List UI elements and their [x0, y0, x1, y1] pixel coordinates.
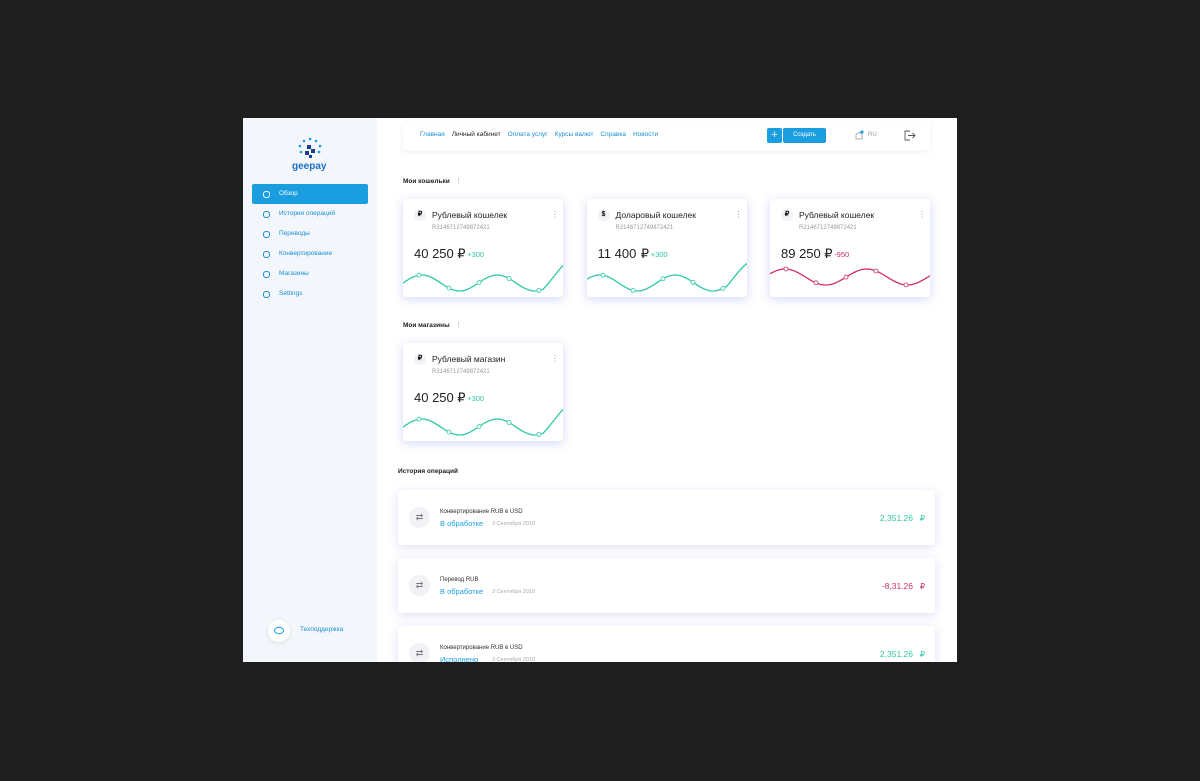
nav-item[interactable]: Магазины — [279, 270, 309, 277]
nav-icon — [263, 231, 270, 238]
bell[interactable] — [853, 129, 865, 143]
card[interactable]: ₽ Рублевый магазин ⋮ R2146712749872421 40 25… — [403, 343, 563, 441]
nav-item[interactable]: Конвертирование — [279, 250, 333, 257]
op-date: 3 Сентября 2019 — [492, 589, 536, 595]
op-date: 3 Сентября 2019 — [492, 657, 536, 662]
card[interactable]: $ Доларовый кошелек ⋮ R2146712749872421 11 4… — [586, 199, 747, 297]
currency-icon: ₽ — [781, 209, 793, 221]
plus-button[interactable]: + — [767, 128, 782, 143]
support[interactable]: Техподдержка — [300, 626, 344, 633]
op-currency: ₽ — [919, 650, 925, 659]
balance-currency: ₽ — [640, 246, 649, 261]
nav-icon — [263, 251, 270, 258]
sparkline — [586, 262, 747, 293]
currency-icon: ₽ — [414, 353, 426, 365]
lang[interactable]: RU — [868, 132, 877, 138]
nav-icon — [263, 291, 270, 298]
account: R2146712749872421 — [799, 225, 857, 231]
top-nav-item[interactable]: Оплата услуг — [507, 131, 548, 138]
account: R2146712749872421 — [432, 369, 490, 375]
history-item[interactable]: ⇄ Перевод RUB В обработке 3 Сентября 2019 ₽ -… — [398, 558, 935, 613]
logo-icon — [298, 137, 322, 158]
nav-item[interactable]: Обзор — [279, 190, 298, 197]
section-title: Мои магазины — [403, 322, 450, 329]
card-name: Рублевый магазин — [432, 354, 506, 364]
account: R2146712749872421 — [432, 225, 490, 231]
nav-icon — [263, 271, 270, 278]
account: R2146712749872421 — [615, 225, 674, 231]
nav-icon — [263, 211, 270, 218]
sidebar: geepay Техподдержка Обзор История операци… — [243, 118, 377, 662]
currency-icon: ₽ — [414, 209, 426, 221]
op-title: Конвертирование RUB в USD — [440, 645, 523, 651]
section-title: Мои кошельки — [403, 178, 450, 185]
nav-item[interactable]: История операций — [279, 210, 335, 217]
history-item[interactable]: ⇄ Конвертирование RUB в USD Исполнено 3 Сен… — [398, 626, 935, 662]
sparkline — [403, 408, 563, 437]
top-nav-item[interactable]: Курсы валют — [554, 131, 594, 138]
section-title: История операций — [398, 468, 459, 475]
card[interactable]: ₽ Рублевый кошелек ⋮ R2146712749872421 40 25… — [403, 199, 563, 297]
balance-currency: ₽ — [824, 246, 833, 261]
card-name: Доларовый кошелек — [615, 210, 696, 220]
card-menu: ⋮ — [551, 354, 559, 363]
nav-item[interactable]: Settings — [279, 290, 303, 297]
balance: 40 250 — [414, 246, 454, 261]
card[interactable]: ₽ Рублевый кошелек ⋮ R2146712749872421 89 25… — [770, 199, 930, 297]
section-menu: ⋮ — [455, 322, 462, 329]
op-currency: ₽ — [919, 582, 925, 591]
op-amount: 2,351.26 — [879, 649, 913, 659]
change: -950 — [834, 250, 850, 259]
op-amount: 2,351.26 — [879, 513, 913, 523]
op-title: Перевод RUB — [440, 577, 479, 583]
card-menu: ⋮ — [734, 210, 743, 219]
balance: 11 400 — [597, 246, 637, 261]
card-menu: ⋮ — [551, 210, 559, 219]
op-currency: ₽ — [919, 514, 925, 523]
change: +300 — [650, 250, 668, 259]
currency-icon: $ — [597, 209, 610, 221]
support-icon[interactable] — [268, 620, 290, 642]
op-icon: ⇄ — [409, 575, 430, 596]
op-icon: ⇄ — [409, 643, 430, 662]
history-item[interactable]: ⇄ Конвертирование RUB в USD В обработке 3 С… — [398, 490, 935, 545]
op-status: В обработке — [440, 587, 484, 596]
app: geepay Техподдержка Обзор История операци… — [243, 118, 957, 662]
sparkline — [403, 264, 563, 293]
op-status: В обработке — [440, 519, 484, 528]
nav-active — [252, 184, 368, 204]
top-nav-item[interactable]: Новости — [632, 131, 659, 138]
nav-icon — [263, 191, 270, 198]
balance-currency: ₽ — [457, 246, 466, 261]
section-menu: ⋮ — [455, 178, 462, 185]
top-nav-item[interactable]: Справка — [600, 131, 626, 138]
change: +300 — [467, 250, 485, 259]
op-title: Конвертирование RUB в USD — [440, 509, 523, 515]
header: Главная Личный кабинет Оплата услуг Курсы в… — [403, 122, 930, 150]
logout[interactable] — [904, 130, 916, 142]
top-nav-item[interactable]: Главная — [420, 131, 445, 138]
sparkline — [770, 266, 930, 288]
op-icon: ⇄ — [409, 507, 430, 528]
top-nav-item[interactable]: Личный кабинет — [451, 131, 501, 138]
card-name: Рублевый кошелек — [432, 210, 508, 220]
op-date: 3 Сентября 2019 — [492, 521, 536, 527]
op-status: Исполнено — [440, 655, 479, 662]
card-name: Рублевый кошелек — [799, 210, 875, 220]
card-menu: ⋮ — [918, 210, 926, 219]
logo: geepay — [292, 161, 327, 172]
change: +300 — [467, 394, 485, 403]
top-nav: Главная Личный кабинет Оплата услуг Курсы в… — [420, 131, 665, 138]
op-amount: -8,31.26 — [881, 581, 913, 591]
balance: 89 250 — [781, 246, 821, 261]
balance: 40 250 — [414, 390, 454, 405]
balance-currency: ₽ — [457, 390, 466, 405]
create-button[interactable]: Создать — [783, 128, 826, 143]
nav-item[interactable]: Переводы — [279, 230, 310, 237]
